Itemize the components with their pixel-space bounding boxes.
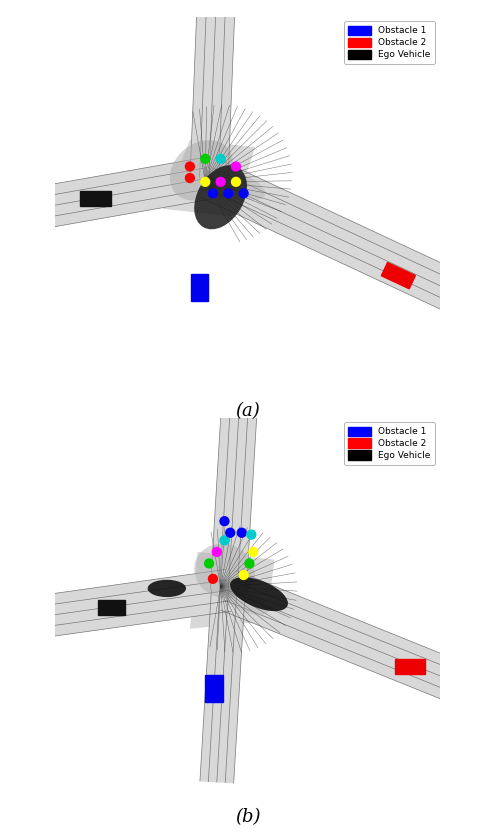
Point <box>201 175 209 189</box>
Point <box>209 572 217 585</box>
Bar <box>205 675 223 701</box>
Polygon shape <box>210 397 258 591</box>
Ellipse shape <box>170 140 233 200</box>
Legend: Obstacle 1, Obstacle 2, Ego Vehicle: Obstacle 1, Obstacle 2, Ego Vehicle <box>344 422 435 464</box>
Bar <box>98 600 125 615</box>
Point <box>240 569 248 582</box>
Point <box>249 545 257 559</box>
Polygon shape <box>220 571 495 725</box>
Polygon shape <box>163 139 255 216</box>
Polygon shape <box>200 590 245 783</box>
Point <box>248 528 255 541</box>
Bar <box>395 659 425 674</box>
Bar <box>191 274 208 301</box>
Polygon shape <box>190 552 274 629</box>
Polygon shape <box>0 157 213 252</box>
Point <box>217 175 225 189</box>
Text: (a): (a) <box>235 402 260 420</box>
Ellipse shape <box>148 579 186 597</box>
Point <box>220 534 228 547</box>
Legend: Obstacle 1, Obstacle 2, Ego Vehicle: Obstacle 1, Obstacle 2, Ego Vehicle <box>344 21 435 63</box>
Point <box>232 159 240 173</box>
Point <box>232 175 240 189</box>
Point <box>186 159 194 173</box>
Point <box>213 545 221 559</box>
Ellipse shape <box>194 165 247 230</box>
Point <box>186 171 194 185</box>
Point <box>240 187 248 200</box>
Point <box>246 557 253 570</box>
Ellipse shape <box>226 589 269 615</box>
Ellipse shape <box>214 171 265 200</box>
Bar <box>80 191 111 205</box>
Ellipse shape <box>194 544 255 599</box>
Point <box>238 526 246 539</box>
Point <box>201 152 209 165</box>
Polygon shape <box>200 159 495 327</box>
Point <box>220 514 228 528</box>
Point <box>226 526 234 539</box>
Ellipse shape <box>230 577 288 611</box>
Bar <box>381 262 415 289</box>
Point <box>217 152 225 165</box>
Polygon shape <box>190 0 236 179</box>
Point <box>209 187 217 200</box>
Point <box>224 187 232 200</box>
Point <box>205 557 213 570</box>
Polygon shape <box>0 569 231 654</box>
Text: (b): (b) <box>235 807 260 826</box>
